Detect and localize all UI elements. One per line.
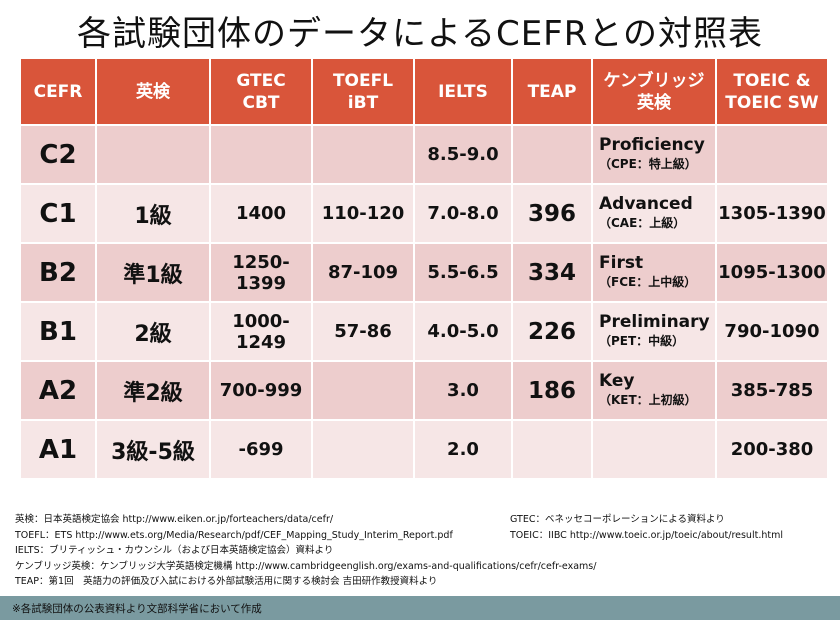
toeic-cell: 200-380 [715,419,829,480]
cefr-level-cell: B2 [19,242,97,303]
table-row: A2 準2級 700-999 3.0 186 Key （KET：上初級） 385-… [19,360,829,421]
header-cambridge: ケンブリッジ 英検 [591,57,717,126]
cambridge-cell: Proficiency （CPE：特上級） [591,124,717,185]
toeic-cell: 790-1090 [715,301,829,362]
toefl-cell [311,360,415,421]
gtec-cell: 1000- 1249 [209,301,313,362]
source-notes-left: 英検：日本英語検定協会 http://www.eiken.or.jp/forte… [15,512,596,590]
toeic-cell [715,124,829,185]
teap-cell: 226 [511,301,593,362]
ielts-cell: 8.5-9.0 [413,124,513,185]
toeic-cell: 1305-1390 [715,183,829,244]
cambridge-cell: Preliminary （PET：中級） [591,301,717,362]
gtec-cell: -699 [209,419,313,480]
footer-bar: ※各試験団体の公表資料より文部科学省において作成 [0,596,840,620]
toefl-cell: 87-109 [311,242,415,303]
note-teap: TEAP：第1回 英語力の評価及び入試における外部試験活用に関する検討会 吉田研… [15,576,438,587]
table-row: B1 2級 1000- 1249 57-86 4.0-5.0 226 Preli… [19,301,829,362]
cefr-level-cell: A1 [19,419,97,480]
toefl-cell: 110-120 [311,183,415,244]
ielts-cell: 5.5-6.5 [413,242,513,303]
cefr-level-cell: C1 [19,183,97,244]
cambridge-cell: First （FCE：上中級） [591,242,717,303]
ielts-cell: 4.0-5.0 [413,301,513,362]
toeic-cell: 1095-1300 [715,242,829,303]
header-row: CEFR 英検 GTEC CBT TOEFL iBT IELTS TEAP ケン… [19,57,829,126]
teap-cell [511,124,593,185]
header-toeic: TOEIC & TOEIC SW [715,57,829,126]
toefl-cell: 57-86 [311,301,415,362]
table-row: C2 8.5-9.0 Proficiency （CPE：特上級） [19,124,829,185]
gtec-cell: 1250- 1399 [209,242,313,303]
table-row: C1 1級 1400 110-120 7.0-8.0 396 Advanced （… [19,183,829,244]
header-gtec: GTEC CBT [209,57,313,126]
toeic-cell: 385-785 [715,360,829,421]
note-eiken: 英検：日本英語検定協会 http://www.eiken.or.jp/forte… [15,514,334,525]
cambridge-cell [591,419,717,480]
gtec-cell: 700-999 [209,360,313,421]
toefl-cell [311,419,415,480]
header-toefl: TOEFL iBT [311,57,415,126]
note-gtec: GTEC：ベネッセコーポレーションによる資料より [510,514,725,525]
header-eiken: 英検 [95,57,211,126]
eiken-cell: 準2級 [95,360,211,421]
header-cefr: CEFR [19,57,97,126]
cefr-level-cell: C2 [19,124,97,185]
teap-cell: 186 [511,360,593,421]
page-title: 各試験団体のデータによるCEFRとの対照表 [76,14,764,54]
ielts-cell: 7.0-8.0 [413,183,513,244]
ielts-cell: 2.0 [413,419,513,480]
cambridge-cell: Advanced （CAE：上級） [591,183,717,244]
eiken-cell [95,124,211,185]
teap-cell [511,419,593,480]
teap-cell: 334 [511,242,593,303]
eiken-cell: 準1級 [95,242,211,303]
cambridge-cell: Key （KET：上初級） [591,360,717,421]
cefr-comparison-table: CEFR 英検 GTEC CBT TOEFL iBT IELTS TEAP ケン… [19,57,829,480]
note-toefl: TOEFL：ETS http://www.ets.org/Media/Resea… [15,529,453,541]
note-cambridge: ケンブリッジ英検：ケンブリッジ大学英語検定機構 http://www.cambr… [15,560,597,572]
ielts-cell: 3.0 [413,360,513,421]
note-toeic: TOEIC：IIBC http://www.toeic.or.jp/toeic/… [510,529,783,541]
note-ielts: IELTS：ブリティッシュ・カウンシル（および日本英語検定協会）資料より [15,545,334,556]
source-notes-right: GTEC：ベネッセコーポレーションによる資料より TOEIC：IIBC http… [510,512,783,543]
cefr-level-cell: A2 [19,360,97,421]
toefl-cell [311,124,415,185]
cefr-level-cell: B1 [19,301,97,362]
gtec-cell [209,124,313,185]
gtec-cell: 1400 [209,183,313,244]
header-teap: TEAP [511,57,593,126]
eiken-cell: 3級-5級 [95,419,211,480]
header-ielts: IELTS [413,57,513,126]
teap-cell: 396 [511,183,593,244]
eiken-cell: 1級 [95,183,211,244]
table-row: A1 3級-5級 -699 2.0 200-380 [19,419,829,480]
footer-note: ※各試験団体の公表資料より文部科学省において作成 [12,603,262,615]
eiken-cell: 2級 [95,301,211,362]
table-row: B2 準1級 1250- 1399 87-109 5.5-6.5 334 Fir… [19,242,829,303]
